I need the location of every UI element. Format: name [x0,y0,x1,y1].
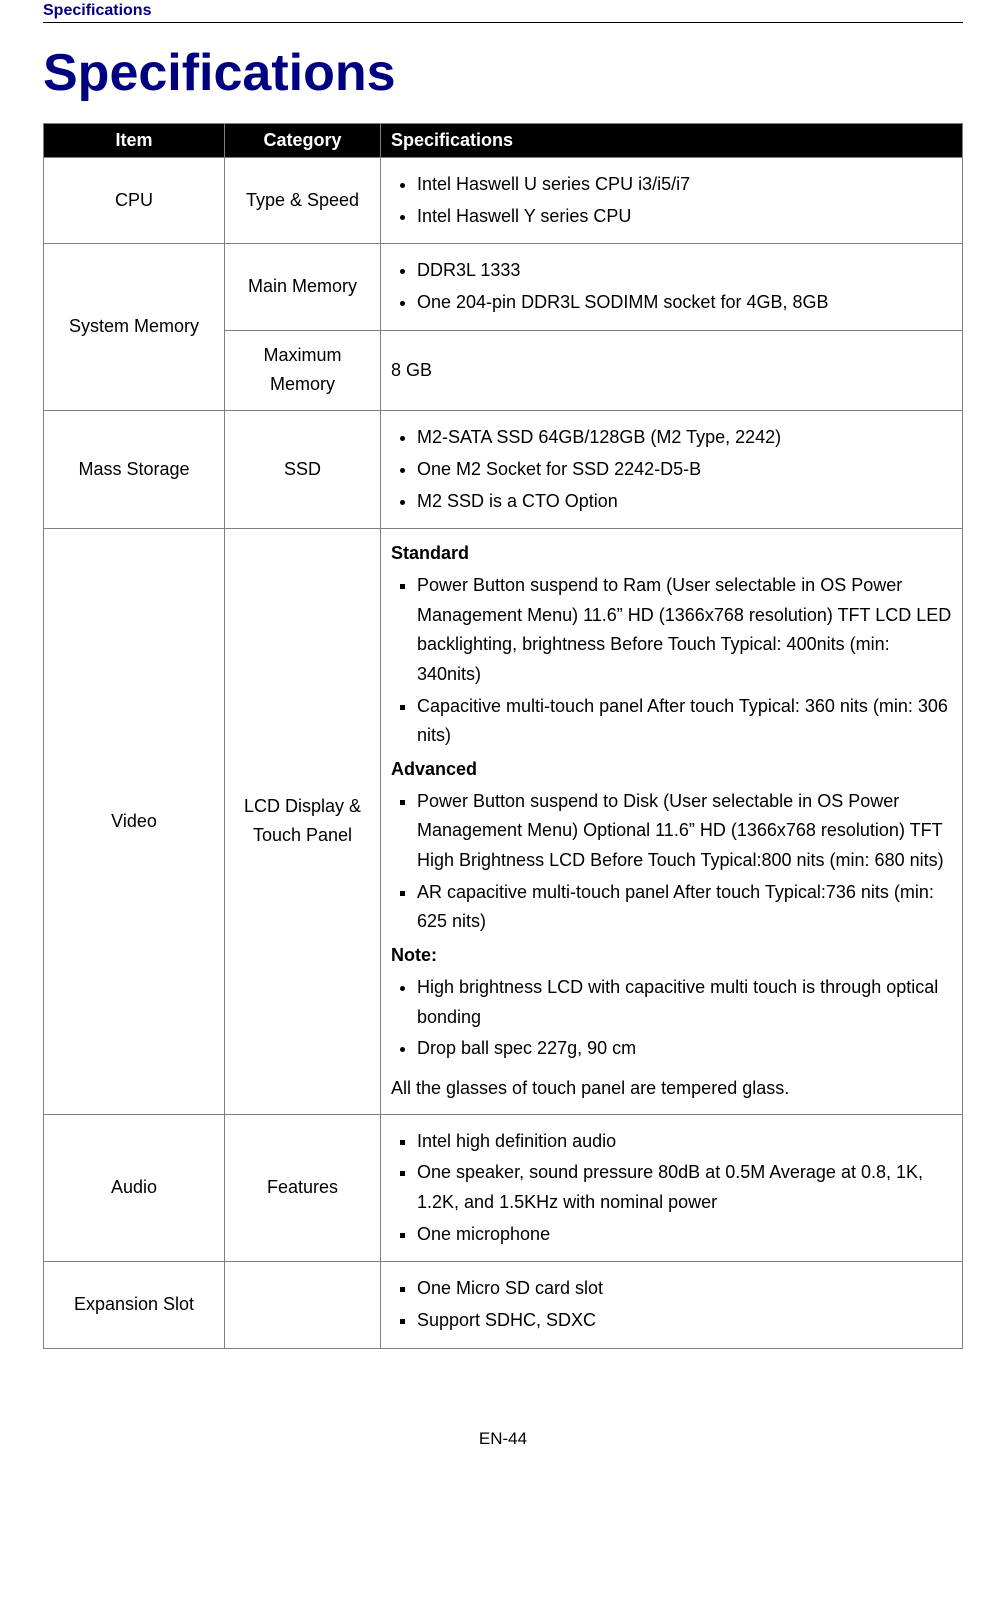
cell-cat-cpu: Type & Speed [225,158,381,244]
list-item: One microphone [417,1220,952,1250]
list-item: One M2 Socket for SSD 2242-D5-B [417,455,952,485]
list-expansion: One Micro SD card slot Support SDHC, SDX… [391,1274,952,1335]
list-item: One Micro SD card slot [417,1274,952,1304]
cell-item-expansion: Expansion Slot [44,1262,225,1348]
list-mem-main: DDR3L 1333 One 204-pin DDR3L SODIMM sock… [391,256,952,317]
video-closing-line: All the glasses of touch panel are tempe… [391,1074,952,1104]
list-item: Support SDHC, SDXC [417,1306,952,1336]
list-item: Power Button suspend to Disk (User selec… [417,787,952,876]
list-item: Intel Haswell Y series CPU [417,202,952,232]
cell-spec-expansion: One Micro SD card slot Support SDHC, SDX… [381,1262,963,1348]
spec-table: Item Category Specifications CPU Type & … [43,123,963,1349]
video-standard-heading: Standard [391,539,952,569]
cell-cat-mem-main: Main Memory [225,244,381,330]
list-item: AR capacitive multi-touch panel After to… [417,878,952,937]
list-video-standard: Power Button suspend to Ram (User select… [391,571,952,751]
cell-item-audio: Audio [44,1114,225,1262]
cell-cat-video: LCD Display & Touch Panel [225,529,381,1114]
row-expansion: Expansion Slot One Micro SD card slot Su… [44,1262,963,1348]
cell-spec-storage: M2-SATA SSD 64GB/128GB (M2 Type, 2242) O… [381,411,963,529]
cell-item-video: Video [44,529,225,1114]
cell-spec-cpu: Intel Haswell U series CPU i3/i5/i7 Inte… [381,158,963,244]
row-cpu: CPU Type & Speed Intel Haswell U series … [44,158,963,244]
cell-spec-mem-max: 8 GB [381,330,963,410]
list-item: Drop ball spec 227g, 90 cm [417,1034,952,1064]
list-video-note: High brightness LCD with capacitive mult… [391,973,952,1064]
page-title: Specifications [43,43,963,103]
col-header-spec: Specifications [381,124,963,158]
list-item: Intel Haswell U series CPU i3/i5/i7 [417,170,952,200]
col-header-item: Item [44,124,225,158]
table-header-row: Item Category Specifications [44,124,963,158]
list-item: Capacitive multi-touch panel After touch… [417,692,952,751]
col-header-category: Category [225,124,381,158]
running-header: Specifications [43,2,963,23]
list-storage: M2-SATA SSD 64GB/128GB (M2 Type, 2242) O… [391,423,952,516]
cell-cat-storage: SSD [225,411,381,529]
list-item: One 204-pin DDR3L SODIMM socket for 4GB,… [417,288,952,318]
cell-item-cpu: CPU [44,158,225,244]
page: Specifications Specifications Item Categ… [3,2,1003,1489]
cell-cat-audio: Features [225,1114,381,1262]
cell-spec-audio: Intel high definition audio One speaker,… [381,1114,963,1262]
list-item: High brightness LCD with capacitive mult… [417,973,952,1032]
row-storage: Mass Storage SSD M2-SATA SSD 64GB/128GB … [44,411,963,529]
row-video: Video LCD Display & Touch Panel Standard… [44,529,963,1114]
cell-spec-mem-main: DDR3L 1333 One 204-pin DDR3L SODIMM sock… [381,244,963,330]
list-item: Intel high definition audio [417,1127,952,1157]
list-item: One speaker, sound pressure 80dB at 0.5M… [417,1158,952,1217]
list-item: DDR3L 1333 [417,256,952,286]
list-item: M2 SSD is a CTO Option [417,487,952,517]
cell-spec-video: Standard Power Button suspend to Ram (Us… [381,529,963,1114]
row-mem-main: System Memory Main Memory DDR3L 1333 One… [44,244,963,330]
video-advanced-heading: Advanced [391,755,952,785]
page-footer: EN-44 [43,1429,963,1449]
cell-item-storage: Mass Storage [44,411,225,529]
list-item: Power Button suspend to Ram (User select… [417,571,952,690]
cell-item-memory: System Memory [44,244,225,411]
row-audio: Audio Features Intel high definition aud… [44,1114,963,1262]
list-cpu: Intel Haswell U series CPU i3/i5/i7 Inte… [391,170,952,231]
list-video-advanced: Power Button suspend to Disk (User selec… [391,787,952,937]
list-audio: Intel high definition audio One speaker,… [391,1127,952,1250]
list-item: M2-SATA SSD 64GB/128GB (M2 Type, 2242) [417,423,952,453]
video-note-heading: Note: [391,941,952,971]
cell-cat-expansion [225,1262,381,1348]
cell-cat-mem-max: Maximum Memory [225,330,381,410]
